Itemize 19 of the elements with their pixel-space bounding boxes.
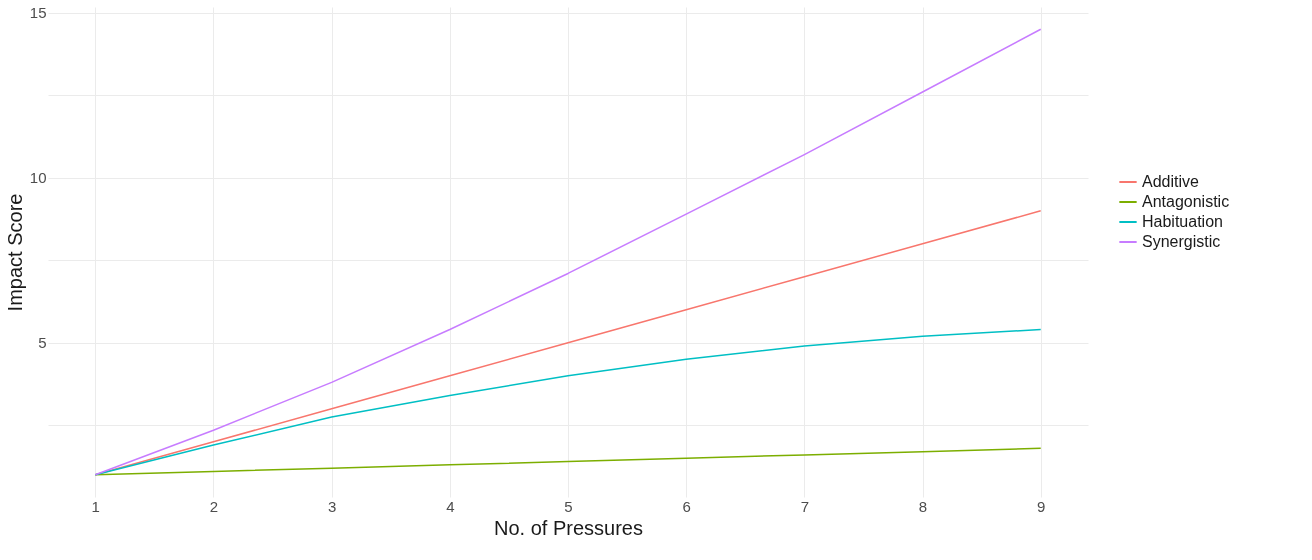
x-tick-label: 1	[91, 497, 100, 515]
x-tick-label: 6	[682, 497, 691, 515]
x-tick-label: 3	[327, 497, 337, 515]
x-tick-label: 8	[918, 497, 928, 515]
y-tick-label: 5	[38, 334, 47, 352]
y-tick-label: 15	[29, 4, 47, 22]
legend-label: Additive	[1142, 173, 1200, 190]
line-series	[94, 28, 1042, 476]
x-tick-label: 2	[209, 497, 219, 515]
x-tick-label: 9	[1037, 497, 1046, 515]
x-tick-label: 4	[446, 497, 455, 515]
x-tick-label: 5	[564, 497, 573, 515]
legend-label: Habituation	[1142, 213, 1223, 230]
x-tick-label: 7	[800, 497, 810, 515]
x-axis-title: No. of Pressures	[494, 516, 643, 539]
legend-label: Synergistic	[1142, 233, 1221, 250]
legend-label: Antagonistic	[1142, 193, 1230, 210]
y-axis-title: Impact Score	[3, 193, 26, 312]
y-tick-label: 10	[29, 169, 47, 187]
